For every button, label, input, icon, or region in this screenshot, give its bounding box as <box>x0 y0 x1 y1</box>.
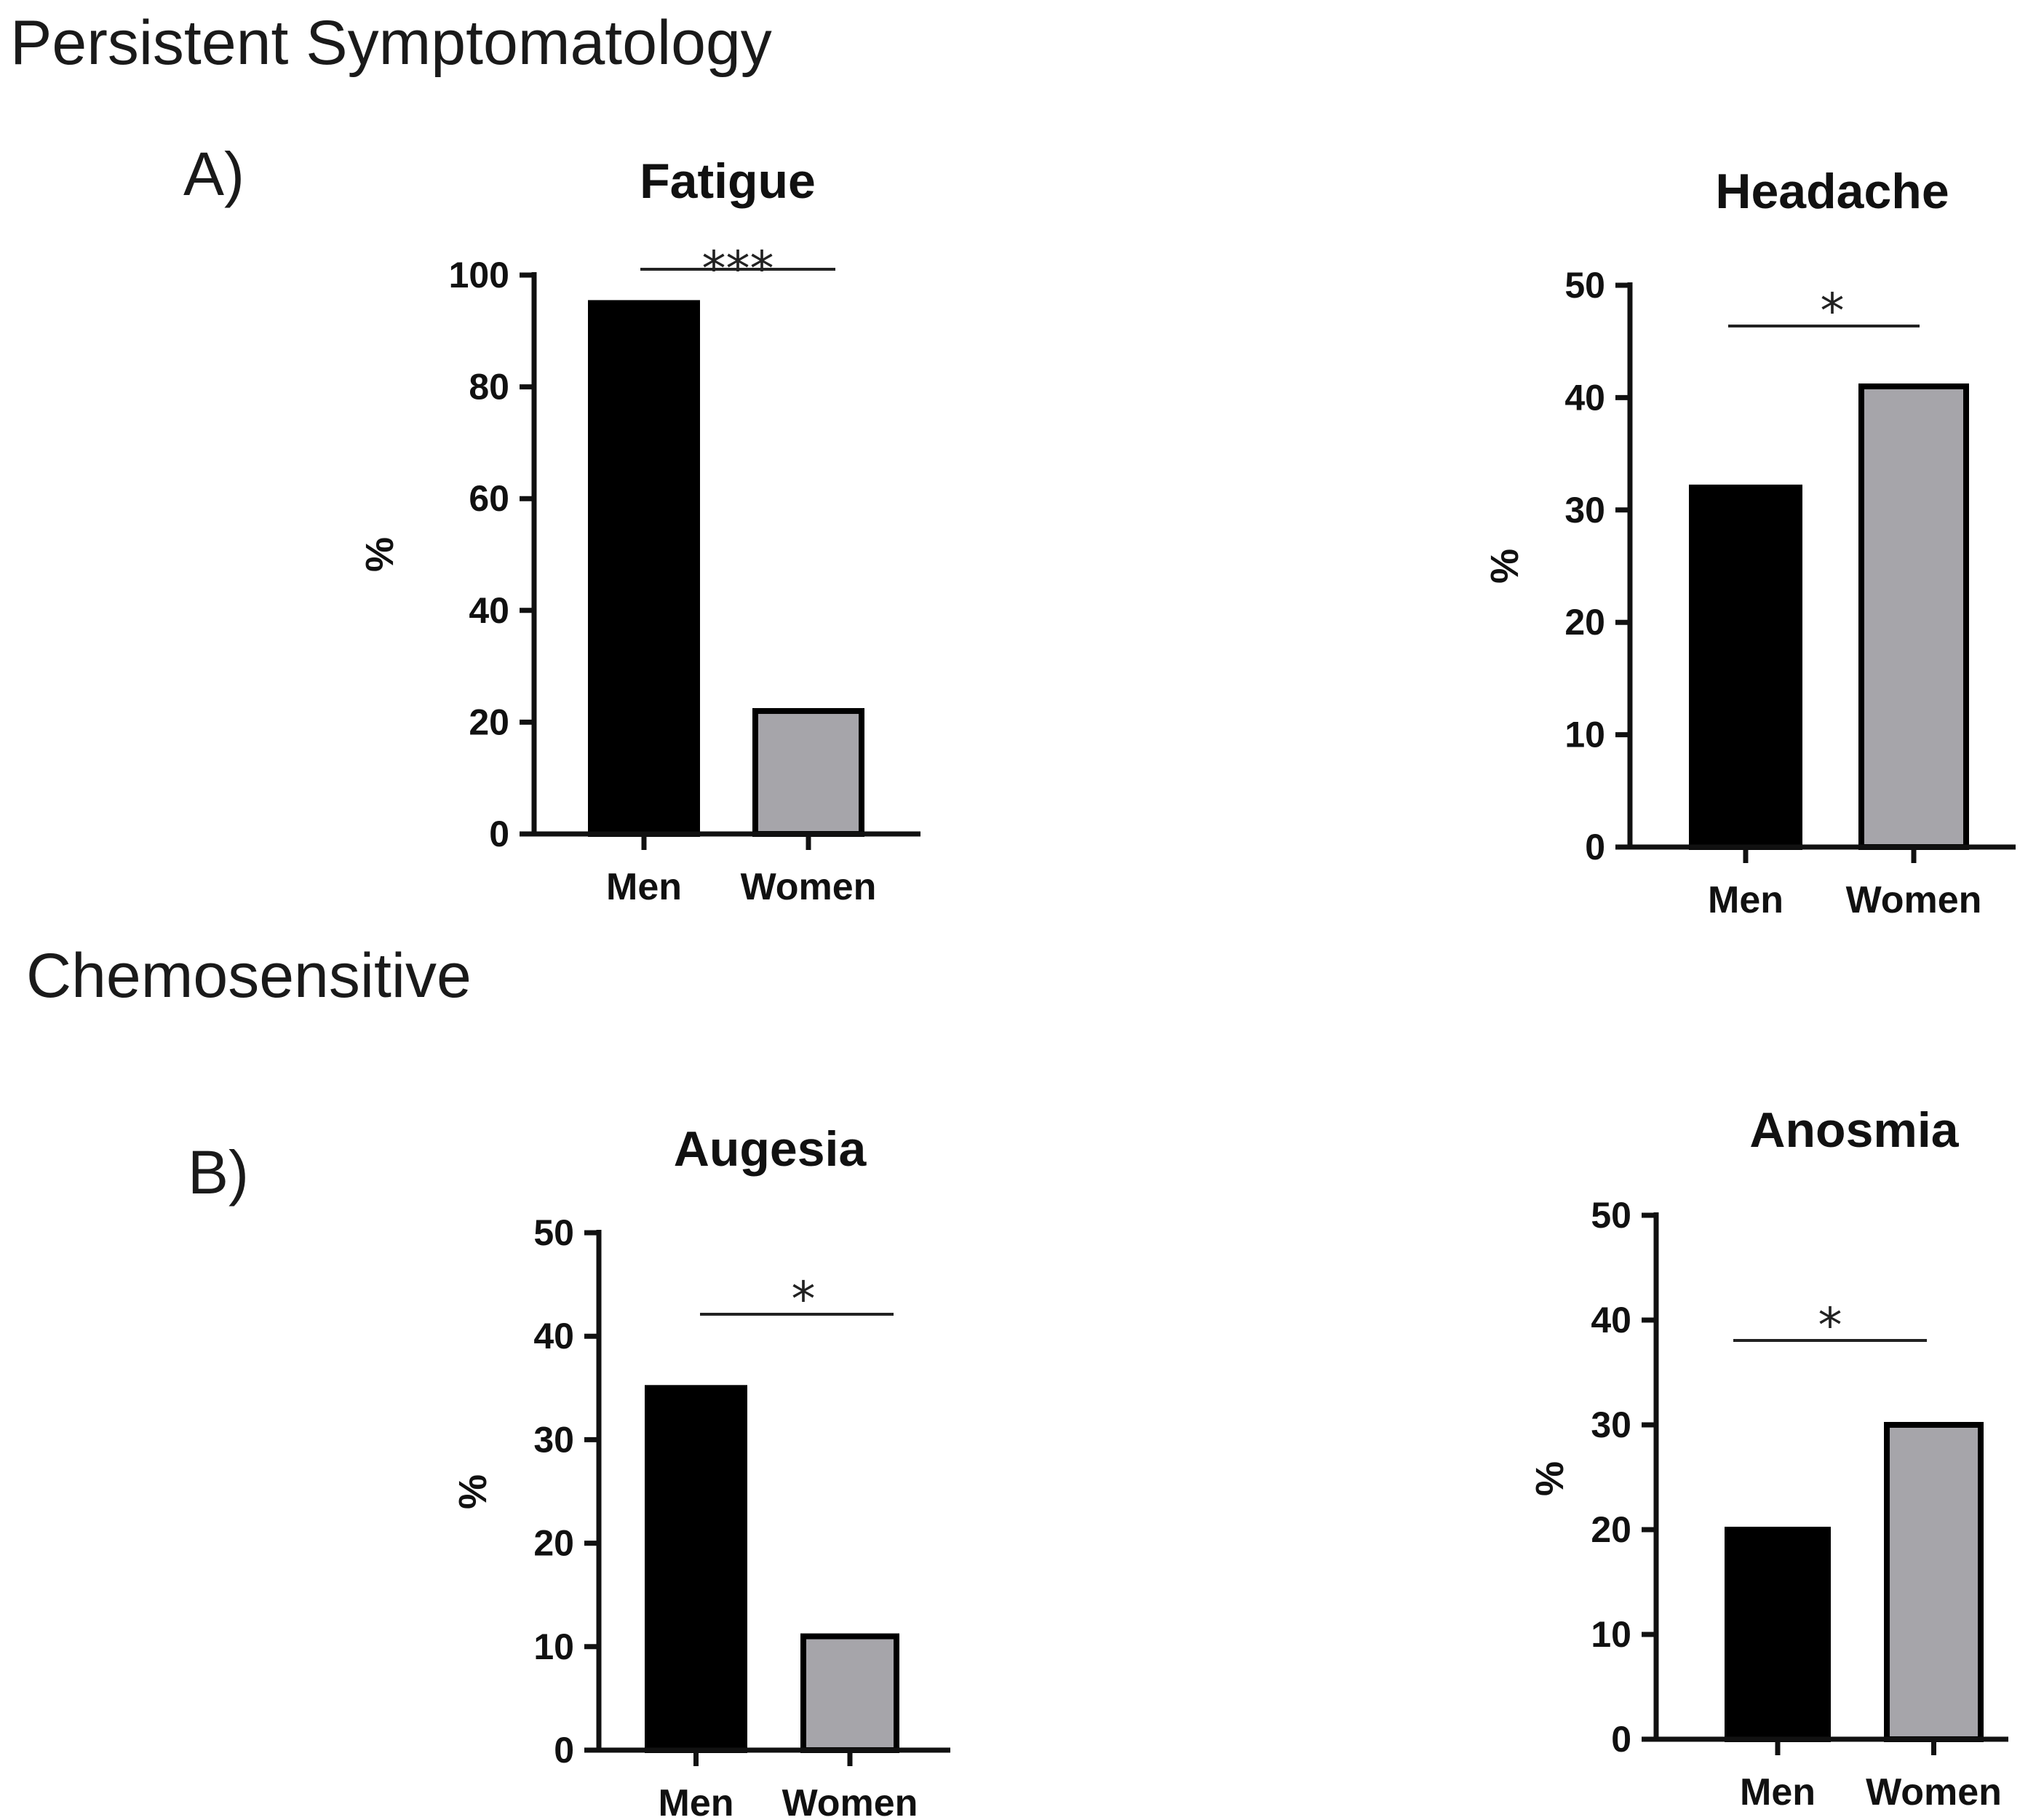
y-tick-label: 50 <box>533 1212 574 1253</box>
y-tick-label: 40 <box>1564 377 1605 418</box>
y-tick-label: 20 <box>1591 1509 1631 1550</box>
x-tick-label-women: Women <box>1846 879 1982 921</box>
section-title-persistent: Persistent Symptomatology <box>10 8 772 78</box>
bar-men <box>1725 1527 1831 1742</box>
bar-women <box>1858 383 1969 850</box>
y-tick-label: 50 <box>1564 265 1605 306</box>
significance-label: * <box>1821 283 1845 339</box>
chart-title: Anosmia <box>1749 1102 1959 1158</box>
y-tick-label: 10 <box>1564 715 1605 755</box>
x-tick-label-women: Women <box>782 1782 918 1820</box>
section-title-chemosensitive: Chemosensitive <box>26 941 472 1011</box>
y-axis-label: % <box>358 537 402 572</box>
y-tick-label: 30 <box>1591 1404 1631 1445</box>
y-tick-label: 30 <box>1564 490 1605 530</box>
bar-men <box>645 1385 747 1754</box>
y-tick-label: 40 <box>469 590 509 631</box>
bar-men <box>588 300 700 837</box>
chart-anosmia: Anosmia% 0 10 20 30 40 50 Men Women * <box>1528 1102 2008 1813</box>
chart-headache: Headache% 0 10 20 30 40 50 Men Women * <box>1483 164 2016 921</box>
y-tick-label: 10 <box>533 1626 574 1667</box>
x-tick-label-women: Women <box>1866 1771 2002 1813</box>
bar-men <box>1689 484 1802 850</box>
y-tick-label: 0 <box>554 1730 574 1771</box>
y-tick-label: 20 <box>1564 602 1605 643</box>
x-tick-label-men: Men <box>606 866 682 908</box>
y-tick-label: 50 <box>1591 1195 1631 1236</box>
significance-label: * <box>1818 1298 1842 1354</box>
y-axis-label: % <box>1483 549 1527 584</box>
panel-label-a: A) <box>183 140 244 208</box>
chart-title: Fatigue <box>640 154 816 209</box>
bar-women <box>1884 1422 1984 1742</box>
y-tick-label: 20 <box>533 1523 574 1564</box>
y-tick-label: 0 <box>1611 1719 1631 1760</box>
x-tick-label-men: Men <box>1708 879 1783 921</box>
x-tick-label-women: Women <box>741 866 877 908</box>
significance-label: *** <box>702 241 774 297</box>
y-tick-label: 80 <box>469 367 509 408</box>
y-axis-label: % <box>451 1474 495 1509</box>
y-tick-label: 60 <box>469 478 509 519</box>
chart-title: Augesia <box>674 1121 867 1177</box>
chart-augesia: Augesia% 0 10 20 30 40 50 Men Women * <box>451 1121 950 1820</box>
y-tick-label: 0 <box>489 814 509 854</box>
y-tick-label: 40 <box>533 1316 574 1356</box>
y-tick-label: 20 <box>469 702 509 742</box>
chart-title: Headache <box>1715 164 1949 219</box>
y-tick-label: 30 <box>533 1419 574 1460</box>
y-tick-label: 100 <box>449 255 509 295</box>
panel-label-b: B) <box>188 1138 249 1207</box>
y-tick-label: 0 <box>1585 827 1605 867</box>
significance-label: * <box>792 1271 816 1327</box>
y-tick-label: 40 <box>1591 1300 1631 1340</box>
bar-women <box>752 708 864 837</box>
y-axis-label: % <box>1528 1461 1572 1496</box>
x-tick-label-men: Men <box>1740 1771 1816 1813</box>
y-tick-label: 10 <box>1591 1614 1631 1655</box>
x-tick-label-men: Men <box>659 1782 734 1820</box>
bar-women <box>800 1633 899 1754</box>
chart-fatigue: Fatigue% 0 20 40 60 80 100 Men Women *** <box>358 154 920 908</box>
